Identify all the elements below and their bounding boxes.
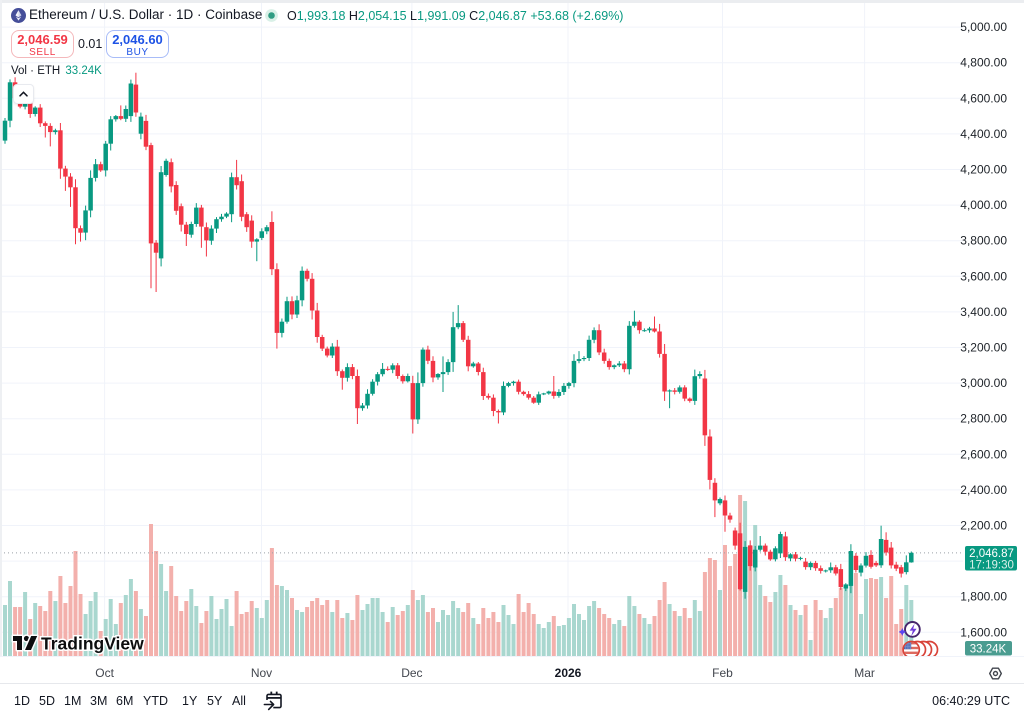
svg-text:2,800.00: 2,800.00 [960,412,1007,426]
svg-text:3,800.00: 3,800.00 [960,234,1007,248]
svg-text:5,000.00: 5,000.00 [960,20,1007,34]
svg-text:1,600.00: 1,600.00 [960,625,1007,639]
svg-text:4,800.00: 4,800.00 [960,56,1007,70]
svg-text:2,600.00: 2,600.00 [960,447,1007,461]
svg-text:3,200.00: 3,200.00 [960,341,1007,355]
svg-text:33.24K: 33.24K [970,644,1007,656]
svg-text:4,200.00: 4,200.00 [960,163,1007,177]
svg-text:3,400.00: 3,400.00 [960,305,1007,319]
svg-text:3,600.00: 3,600.00 [960,269,1007,283]
svg-text:TradingView: TradingView [41,634,144,654]
svg-text:3,000.00: 3,000.00 [960,376,1007,390]
svg-text:4,000.00: 4,000.00 [960,198,1007,212]
svg-text:2,400.00: 2,400.00 [960,483,1007,497]
svg-text:17:19:30: 17:19:30 [969,560,1014,572]
svg-text:4,400.00: 4,400.00 [960,127,1007,141]
svg-text:2,046.87: 2,046.87 [969,548,1014,560]
svg-text:4,600.00: 4,600.00 [960,91,1007,105]
svg-text:2,200.00: 2,200.00 [960,519,1007,533]
svg-text:1,800.00: 1,800.00 [960,590,1007,604]
